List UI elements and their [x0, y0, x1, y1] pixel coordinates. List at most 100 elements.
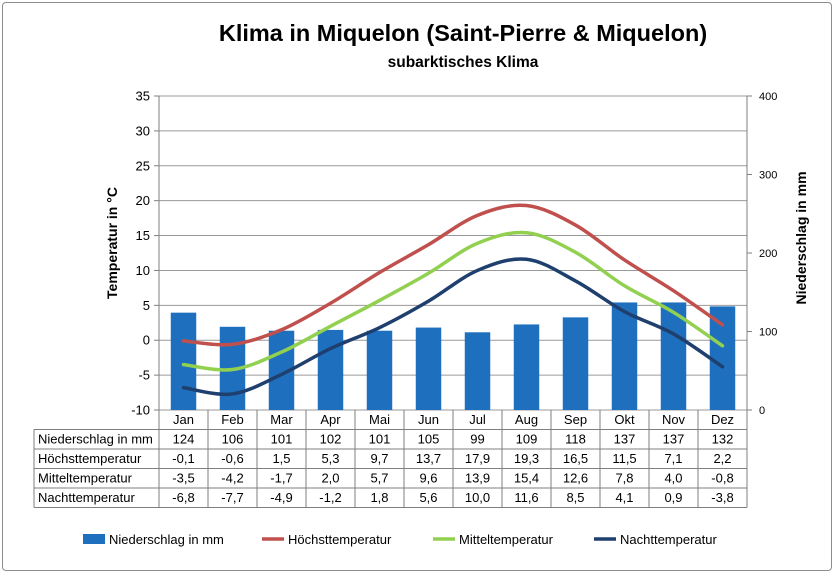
x-tick-label: Okt [614, 412, 635, 427]
y-tick-label: 30 [136, 123, 150, 138]
bar [562, 317, 589, 410]
table-cell: 105 [418, 432, 440, 447]
series-line-hoechsttemperatur [181, 203, 725, 347]
table-cell: 9,6 [419, 471, 437, 486]
table-cell: -1,2 [319, 490, 341, 505]
table-row-header: Niederschlag in mm [38, 432, 153, 447]
table-cell: 5,6 [419, 490, 437, 505]
legend-swatch-niederschlag-in-mm [83, 534, 105, 544]
table-cell: 137 [614, 432, 636, 447]
x-tick-label: Mai [369, 412, 390, 427]
y2-tick-label: 200 [759, 248, 777, 260]
table-cell: 4,1 [615, 490, 633, 505]
x-tick-label: Nov [662, 412, 686, 427]
table-cell: 106 [222, 432, 244, 447]
table-cell: 13,7 [416, 451, 441, 466]
y-tick-label: 25 [136, 158, 150, 173]
x-tick-label: Sep [564, 412, 587, 427]
x-tick-label: Dez [711, 412, 734, 427]
bar [611, 302, 638, 410]
table-cell: 11,6 [514, 490, 538, 505]
table-cell: -3,5 [172, 471, 194, 486]
table-cell: 8,5 [566, 490, 584, 505]
x-tick-label: Jul [469, 412, 486, 427]
table-cell: 118 [565, 432, 586, 447]
y2-tick-label: 300 [759, 170, 777, 182]
series-line-mitteltemperatur [181, 230, 725, 372]
y-tick-label: 15 [136, 228, 150, 243]
y2-tick-label: 400 [759, 91, 777, 103]
table-cell: 101 [271, 432, 293, 447]
legend-label: Höchsttemperatur [288, 532, 392, 547]
x-tick-label: Apr [320, 412, 341, 427]
bar [513, 324, 540, 410]
y2-tick-label: 100 [759, 327, 777, 339]
x-tick-label: Jun [418, 412, 439, 427]
legend-label: Nachttemperatur [620, 532, 717, 547]
table-cell: 5,7 [370, 471, 388, 486]
table-cell: 11,5 [612, 451, 636, 466]
table-cell: 17,9 [465, 451, 490, 466]
table-cell: -7,7 [221, 490, 243, 505]
table-cell: -0,6 [221, 451, 243, 466]
y-tick-label: 20 [136, 193, 150, 208]
table-cell: 132 [712, 432, 734, 447]
x-tick-label: Jan [173, 412, 194, 427]
y-tick-label: 5 [143, 298, 150, 313]
y-tick-label: 35 [136, 89, 150, 104]
y-tick-label: -10 [131, 403, 150, 418]
table-cell: -4,2 [221, 471, 243, 486]
y-tick-label: 0 [143, 333, 150, 348]
table-cell: 0,9 [664, 490, 682, 505]
table-cell: 1,5 [272, 451, 290, 466]
bar [464, 332, 491, 410]
bar [660, 302, 687, 410]
table-row-header: Höchsttemperatur [38, 451, 142, 466]
x-tick-label: Feb [221, 412, 243, 427]
table-cell: 7,1 [664, 451, 682, 466]
y2-tick-label: 0 [759, 405, 765, 417]
table-row-header: Nachttemperatur [38, 490, 135, 505]
chart-title: Klima in Miquelon (Saint-Pierre & Miquel… [218, 20, 708, 46]
table-cell: 7,8 [615, 471, 633, 486]
x-tick-label: Mar [270, 412, 293, 427]
y-tick-label: -5 [138, 368, 150, 383]
bar [415, 327, 442, 410]
table-cell: 101 [369, 432, 391, 447]
table-cell: 10,0 [465, 490, 490, 505]
bar [317, 329, 344, 410]
table-cell: -6,8 [172, 490, 194, 505]
legend-label: Mitteltemperatur [459, 532, 554, 547]
table-cell: 13,9 [465, 471, 490, 486]
table-cell: -0,8 [711, 471, 733, 486]
table-cell: 5,3 [321, 451, 339, 466]
table-cell: 124 [173, 432, 195, 447]
bar [170, 312, 197, 410]
table-cell: 2,0 [321, 471, 339, 486]
table-cell: 2,2 [713, 451, 731, 466]
table-cell: 19,3 [514, 451, 539, 466]
table-cell: -1,7 [270, 471, 292, 486]
table-row-header: Mitteltemperatur [38, 471, 133, 486]
series-line-nachttemperatur [181, 257, 725, 397]
legend-label: Niederschlag in mm [109, 532, 224, 547]
table-cell: 99 [470, 432, 484, 447]
table-cell: 15,4 [514, 471, 539, 486]
table-cell: 137 [663, 432, 685, 447]
y-tick-label: 10 [136, 263, 150, 278]
chart-subtitle: subarktisches Klima [387, 54, 539, 71]
table-cell: 9,7 [370, 451, 388, 466]
bar [709, 306, 736, 410]
table-cell: -3,8 [711, 490, 733, 505]
bar [366, 330, 393, 410]
table-cell: -0,1 [172, 451, 194, 466]
table-cell: 4,0 [664, 471, 682, 486]
table-cell: 12,6 [563, 471, 588, 486]
table-cell: -4,9 [270, 490, 292, 505]
table-cell: 16,5 [563, 451, 588, 466]
x-tick-label: Aug [515, 412, 538, 427]
table-cell: 102 [320, 432, 342, 447]
table-cell: 109 [516, 432, 538, 447]
